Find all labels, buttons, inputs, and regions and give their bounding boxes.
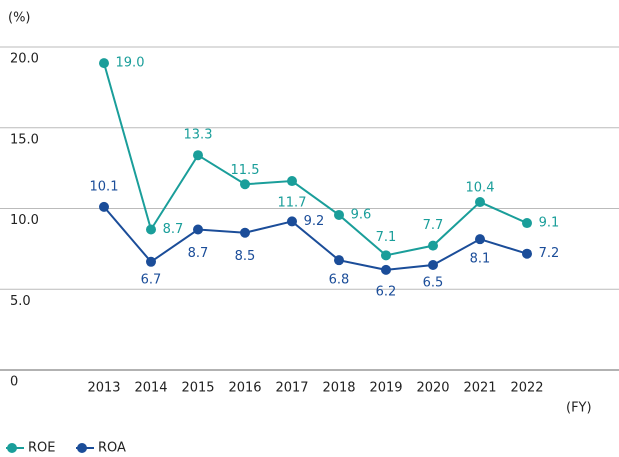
y-tick-label: 15.0 bbox=[10, 132, 39, 147]
line bbox=[103, 206, 528, 271]
data-label: 6.7 bbox=[141, 272, 162, 287]
point bbox=[428, 240, 438, 251]
point bbox=[146, 256, 156, 267]
point bbox=[334, 255, 344, 266]
data-label: 6.2 bbox=[376, 284, 397, 299]
data-label: 9.2 bbox=[304, 214, 325, 229]
x-tick-label: 2014 bbox=[134, 381, 167, 396]
data-label: 10.1 bbox=[90, 179, 119, 194]
data-label: 6.5 bbox=[423, 276, 444, 291]
data-label: 8.5 bbox=[235, 249, 256, 264]
point bbox=[287, 176, 297, 187]
data-label: 6.8 bbox=[329, 273, 350, 288]
legend-marker bbox=[77, 443, 87, 453]
point bbox=[428, 260, 438, 271]
data-label: 10.4 bbox=[466, 181, 495, 196]
y-unit: (%) bbox=[8, 11, 31, 26]
point bbox=[475, 197, 485, 208]
y-tick-label: 10.0 bbox=[10, 213, 39, 228]
point bbox=[287, 216, 297, 227]
x-tick-label: 2013 bbox=[87, 381, 120, 396]
point bbox=[99, 58, 109, 69]
x-tick-label: 2019 bbox=[369, 381, 402, 396]
point bbox=[522, 218, 532, 229]
x-tick-label: 2018 bbox=[322, 381, 355, 396]
point bbox=[193, 150, 203, 161]
data-label: 11.7 bbox=[278, 196, 307, 211]
x-tick-label: 2015 bbox=[181, 381, 214, 396]
line bbox=[103, 62, 528, 257]
y-tick-label: 20.0 bbox=[10, 52, 39, 67]
data-label: 9.6 bbox=[351, 207, 372, 222]
point bbox=[99, 201, 109, 212]
point bbox=[146, 224, 156, 235]
data-label: 8.7 bbox=[188, 246, 209, 261]
data-label: 8.7 bbox=[163, 222, 184, 237]
data-label: 7.7 bbox=[423, 218, 444, 233]
x-tick-label: 2022 bbox=[510, 381, 543, 396]
data-label: 7.1 bbox=[376, 230, 397, 245]
point bbox=[381, 250, 391, 261]
y-tick-label: 5.0 bbox=[10, 294, 31, 309]
point bbox=[381, 264, 391, 275]
point bbox=[193, 224, 203, 235]
x-unit: (FY) bbox=[566, 401, 592, 416]
point bbox=[334, 209, 344, 220]
x-tick-label: 2021 bbox=[463, 381, 496, 396]
x-tick-label: 2017 bbox=[275, 381, 308, 396]
y-tick-label: 0 bbox=[10, 375, 18, 390]
point bbox=[240, 227, 250, 238]
legend-marker bbox=[7, 443, 17, 453]
point bbox=[522, 248, 532, 259]
data-label: 8.1 bbox=[470, 252, 491, 267]
legend-label: ROA bbox=[98, 441, 126, 456]
x-tick-label: 2016 bbox=[228, 381, 261, 396]
point bbox=[240, 179, 250, 190]
data-label: 13.3 bbox=[184, 128, 213, 143]
legend-label: ROE bbox=[28, 441, 55, 456]
data-label: 11.5 bbox=[231, 163, 260, 178]
data-label: 19.0 bbox=[116, 56, 145, 71]
point bbox=[475, 234, 485, 245]
data-label: 9.1 bbox=[539, 216, 560, 231]
x-tick-label: 2020 bbox=[416, 381, 449, 396]
data-label: 7.2 bbox=[539, 246, 560, 261]
